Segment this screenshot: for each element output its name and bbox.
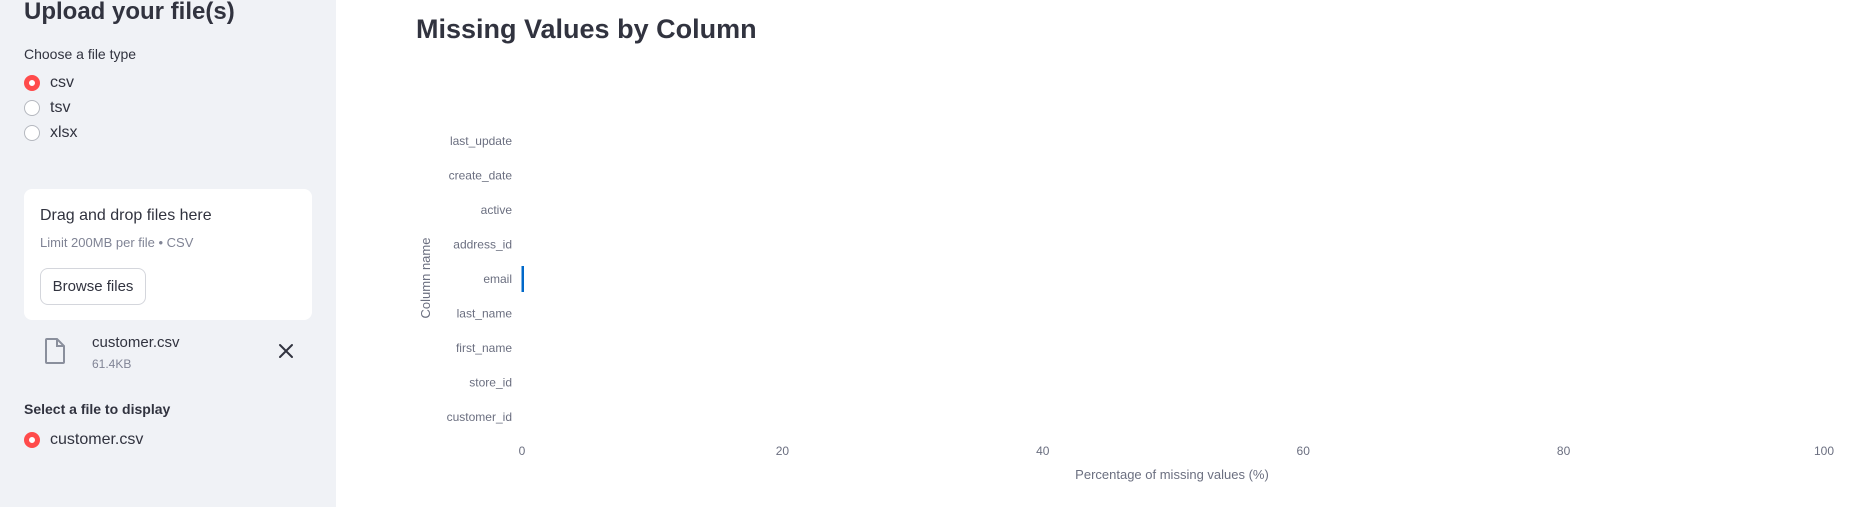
y-tick-label: create_date — [449, 169, 513, 183]
x-tick-label: 0 — [519, 444, 526, 458]
y-tick-label: last_update — [450, 134, 512, 148]
x-tick-label: 80 — [1557, 444, 1571, 458]
y-axis-title: Column name — [418, 238, 433, 319]
dropzone-title: Drag and drop files here — [40, 207, 212, 224]
sidebar: Upload your file(s) Choose a file type c… — [0, 0, 336, 507]
x-tick-label: 40 — [1036, 444, 1050, 458]
radio-xlsx[interactable] — [24, 125, 40, 141]
close-icon[interactable] — [278, 343, 294, 364]
y-tick-label: active — [481, 203, 513, 217]
radio-label: customer.csv — [50, 431, 144, 448]
y-tick-label: first_name — [456, 341, 512, 355]
x-axis-title: Percentage of missing values (%) — [1075, 467, 1269, 482]
radio-csv-checked[interactable] — [24, 75, 40, 91]
uploaded-file-name: customer.csv — [92, 334, 180, 351]
y-tick-label: email — [483, 272, 512, 286]
file-icon — [44, 338, 66, 369]
select-file-label: Select a file to display — [24, 401, 171, 417]
radio-customer-csv-checked[interactable] — [24, 432, 40, 448]
uploaded-file-row: customer.csv 61.4KB — [24, 330, 312, 378]
radio-option-csv[interactable]: csv — [24, 74, 74, 92]
bar-email[interactable] — [521, 266, 525, 292]
radio-label: xlsx — [50, 124, 78, 141]
radio-option-customer-csv[interactable]: customer.csv — [24, 431, 143, 449]
uploaded-file-size: 61.4KB — [92, 357, 132, 371]
dropzone-limit: Limit 200MB per file • CSV — [40, 235, 194, 250]
y-tick-label: address_id — [453, 238, 512, 252]
radio-label: tsv — [50, 99, 71, 116]
radio-label: csv — [50, 74, 74, 91]
x-tick-label: 20 — [776, 444, 790, 458]
y-tick-label: last_name — [457, 307, 513, 321]
x-tick-label: 100 — [1814, 444, 1834, 458]
page-title: Missing Values by Column — [416, 14, 757, 44]
file-dropzone[interactable]: Drag and drop files here Limit 200MB per… — [24, 189, 312, 320]
x-tick-label: 60 — [1297, 444, 1311, 458]
radio-option-tsv[interactable]: tsv — [24, 99, 70, 117]
radio-option-xlsx[interactable]: xlsx — [24, 124, 78, 142]
y-tick-label: customer_id — [447, 410, 512, 424]
radio-tsv[interactable] — [24, 100, 40, 116]
browse-files-button[interactable]: Browse files — [40, 268, 146, 305]
y-tick-label: store_id — [469, 376, 512, 390]
sidebar-title: Upload your file(s) — [24, 0, 235, 25]
file-type-label: Choose a file type — [24, 46, 137, 62]
